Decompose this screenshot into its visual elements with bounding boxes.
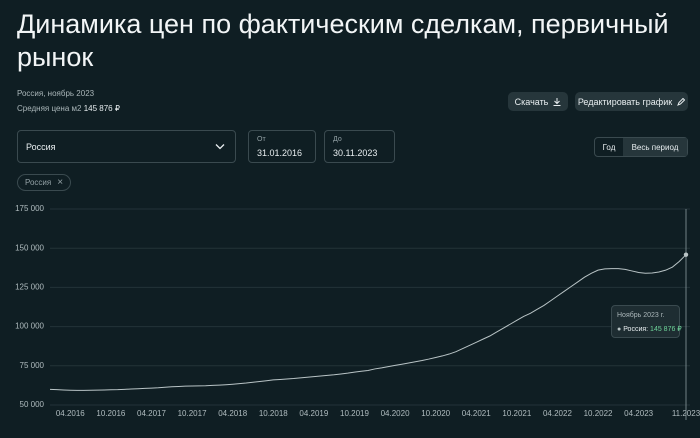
region-value: Россия: [26, 142, 56, 152]
from-value: 31.01.2016: [257, 148, 303, 158]
period-all[interactable]: Весь период: [623, 138, 687, 156]
to-label: До: [333, 136, 342, 143]
tooltip: Ноябрь 2023 г. ● Россия: 145 876 ₽: [611, 305, 682, 338]
x-tick-label: 10.2018: [259, 409, 288, 418]
x-tick-label: 04.2017: [137, 409, 166, 418]
y-tick-label: 125 000: [15, 283, 44, 292]
period-year[interactable]: Год: [602, 142, 616, 152]
hover-point: [683, 252, 689, 257]
edit-button[interactable]: Редактировать график: [575, 92, 688, 111]
x-tick-label: 04.2018: [218, 409, 247, 418]
avg-label: Средняя цена м2: [17, 104, 82, 113]
region-date: Россия, ноябрь 2023: [17, 89, 95, 98]
edit-icon: [677, 97, 686, 106]
y-tick-label: 150 000: [15, 243, 44, 252]
avg-price: Средняя цена м2 145 876 ₽: [17, 104, 120, 113]
edit-text: Редактировать график: [577, 96, 673, 107]
page-title: Динамика цен по фактическим сделкам, пер…: [17, 9, 669, 72]
y-tick-label: 75 000: [20, 361, 45, 370]
x-tick-label: 04.2016: [56, 409, 85, 418]
chip-text: Россия: [25, 178, 52, 187]
x-tick-label: 04.2019: [299, 409, 328, 418]
x-tick-label: 10.2022: [584, 409, 613, 418]
y-tick-label: 50 000: [20, 400, 45, 409]
x-tick-label: 11.2023: [672, 409, 700, 418]
y-tick-label: 175 000: [15, 204, 44, 213]
x-tick-label: 04.2022: [543, 409, 572, 418]
download-text: Скачать: [514, 96, 549, 107]
tooltip-title: Ноябрь 2023 г.: [617, 312, 665, 319]
tooltip-row: ● Россия: 145 876 ₽: [617, 326, 682, 333]
tooltip-value: 145 876 ₽: [650, 326, 682, 333]
period-toggle: Год Весь период: [594, 137, 688, 157]
region-chip[interactable]: Россия ×: [17, 174, 71, 191]
date-from[interactable]: От 31.01.2016: [248, 130, 316, 163]
series-line: [49, 254, 687, 391]
x-tick-label: 10.2020: [421, 409, 450, 418]
to-value: 30.11.2023: [333, 148, 378, 158]
avg-value: 145 876 ₽: [83, 104, 120, 113]
x-tick-label: 10.2019: [340, 409, 369, 418]
tooltip-series: Россия:: [623, 326, 649, 333]
x-tick-label: 04.2023: [624, 409, 653, 418]
x-tick-label: 04.2020: [381, 409, 410, 418]
x-tick-label: 10.2016: [96, 409, 125, 418]
x-tick-label: 10.2021: [502, 409, 531, 418]
x-tick-label: 10.2017: [178, 409, 207, 418]
chevron: [215, 144, 225, 150]
region-select[interactable]: Россия: [17, 130, 236, 163]
download-icon: [553, 97, 561, 106]
x-tick-label: 04.2021: [462, 409, 491, 418]
from-label: От: [257, 136, 266, 143]
chip-close[interactable]: ×: [57, 177, 64, 188]
download-button[interactable]: Скачать: [508, 92, 568, 111]
date-to[interactable]: До 30.11.2023: [324, 130, 395, 163]
y-tick-label: 100 000: [15, 322, 44, 331]
